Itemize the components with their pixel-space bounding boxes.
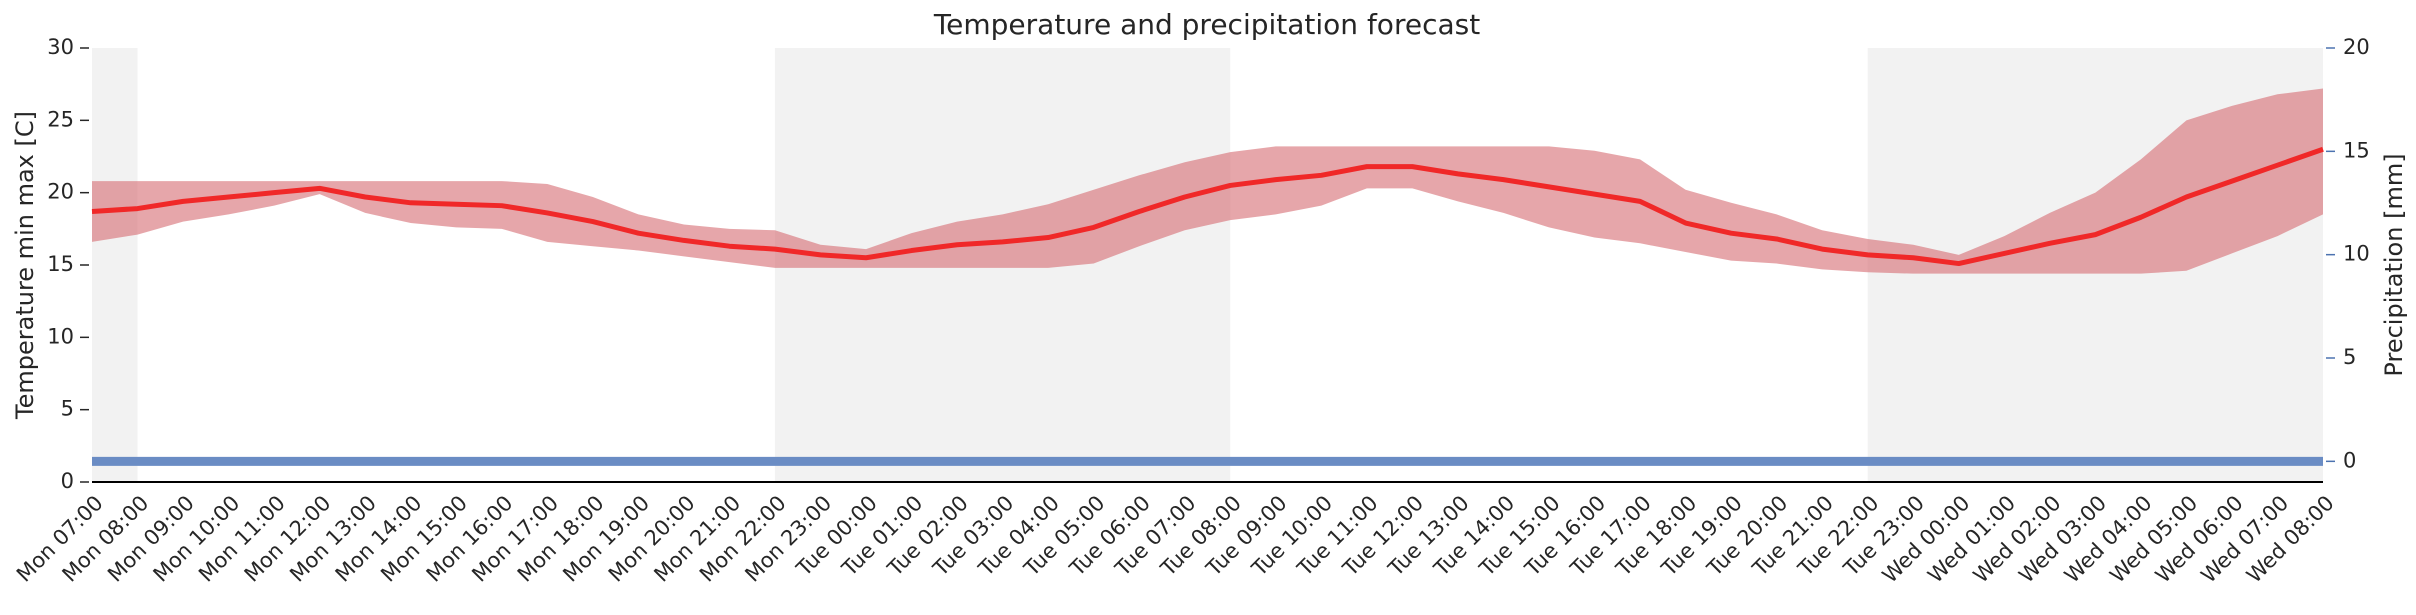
y2-tick-label: 0 xyxy=(2343,448,2356,472)
shaded-span xyxy=(92,48,138,482)
y2-tick-label: 20 xyxy=(2343,35,2370,59)
y-tick-label: 20 xyxy=(47,180,74,204)
chart-title: Temperature and precipitation forecast xyxy=(933,8,1480,41)
y-tick-label: 25 xyxy=(47,107,74,131)
y-tick-label: 10 xyxy=(47,324,74,348)
y2-axis-label: Precipitation [mm] xyxy=(2380,153,2408,376)
min-max-band xyxy=(92,88,2323,274)
y-tick-label: 30 xyxy=(47,35,74,59)
y-tick-label: 5 xyxy=(61,397,74,421)
y-tick-label: 15 xyxy=(47,252,74,276)
y2-tick-label: 15 xyxy=(2343,138,2370,162)
y2-tick-label: 5 xyxy=(2343,345,2356,369)
y-tick-label: 0 xyxy=(61,469,74,493)
y2-tick-label: 10 xyxy=(2343,242,2370,266)
temperature-line xyxy=(91,146,2324,267)
y-axis-label: Temperature min max [C] xyxy=(11,111,39,420)
